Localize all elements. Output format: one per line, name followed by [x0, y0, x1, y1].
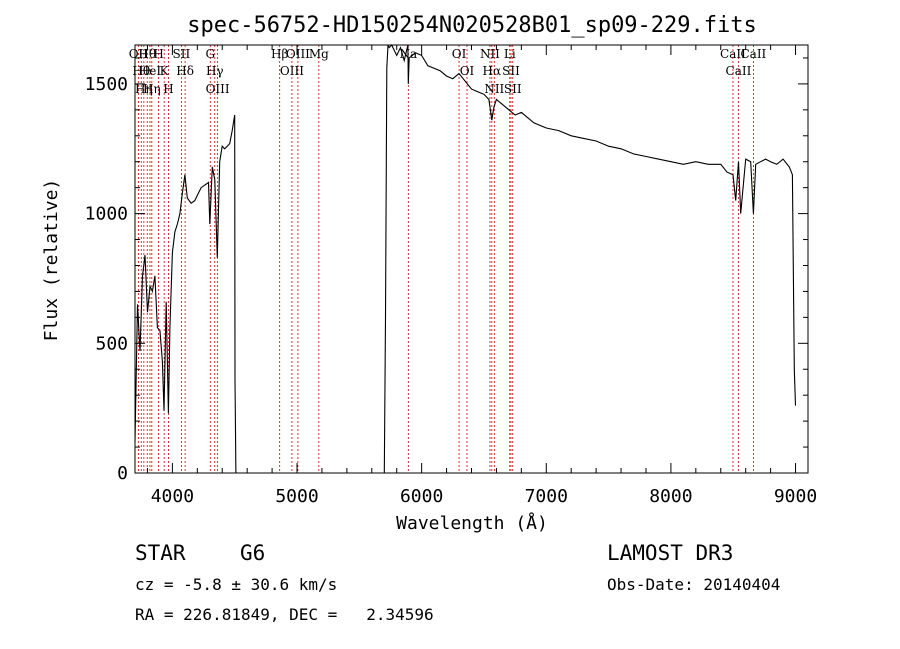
plot-frame [134, 44, 809, 474]
line-label-27: CaII [720, 47, 746, 61]
object-subclass: G6 [240, 541, 265, 565]
chart-title: spec-56752-HD150254N020528B01_sp09-229.f… [187, 13, 757, 38]
line-label-15: OIII [280, 64, 304, 78]
line-label-12: Hγ [206, 64, 224, 78]
object-class: STAR [135, 541, 186, 565]
y-tick-label: 500 [95, 333, 128, 354]
emission-line-labels: OIIHθHηHθHeIHηHKHSIIHδGHγOIIIHβOIIIOIIIM… [129, 47, 767, 96]
x-tick-label: 9000 [774, 486, 817, 507]
y-axis-ticks: 0 500 1000 1500 [85, 57, 808, 484]
x-tick-label: 8000 [649, 486, 692, 507]
x-axis-ticks: 4000 5000 6000 7000 8000 9000 [146, 45, 817, 507]
line-label-21: NII [480, 47, 500, 61]
survey-name: LAMOST DR3 [607, 541, 733, 565]
x-tick-label: 4000 [151, 486, 194, 507]
line-label-16: OIII [286, 47, 310, 61]
line-label-20: OI [460, 64, 475, 78]
coordinates: RA = 226.81849, DEC = 2.34596 [135, 605, 434, 624]
y-axis-label: Flux (relative) [41, 179, 62, 342]
redshift-velocity: cz = -5.8 ± 30.6 km/s [135, 575, 337, 594]
line-label-1: Hθ [132, 64, 150, 78]
flux-series-line [134, 44, 797, 474]
line-label-14: Hβ [271, 47, 288, 61]
line-label-24: Li [504, 47, 516, 61]
x-axis-label: Wavelength (Å) [396, 512, 548, 534]
x-tick-label: 7000 [525, 486, 568, 507]
line-label-3: Hθ [138, 47, 156, 61]
emission-line-markers [137, 45, 754, 473]
y-tick-label: 0 [117, 463, 128, 484]
y-tick-label: 1500 [85, 74, 128, 95]
line-label-8: H [163, 82, 173, 96]
x-tick-label: 5000 [275, 486, 318, 507]
line-label-7: K [160, 64, 170, 78]
y-tick-label: 1000 [85, 204, 128, 225]
line-label-6: H [153, 47, 163, 61]
line-label-4: HeI [139, 64, 162, 78]
line-label-22: Hα [483, 64, 502, 78]
line-label-26: SII [504, 82, 522, 96]
line-label-25: SII [502, 64, 520, 78]
line-label-2: Hη [135, 82, 153, 96]
observation-date: Obs-Date: 20140404 [607, 575, 780, 594]
line-label-5: Hη [143, 82, 161, 96]
line-label-11: G [205, 47, 215, 61]
line-label-9: SII [173, 47, 191, 61]
line-label-23: NII [484, 82, 504, 96]
line-label-13: OIII [206, 82, 230, 96]
line-label-10: Hδ [176, 64, 194, 78]
line-label-29: CaII [740, 47, 766, 61]
line-label-17: Mg [309, 47, 329, 61]
x-tick-label: 6000 [400, 486, 443, 507]
line-label-0: OII [129, 47, 149, 61]
line-label-19: OI [452, 47, 467, 61]
line-label-28: CaII [726, 64, 752, 78]
